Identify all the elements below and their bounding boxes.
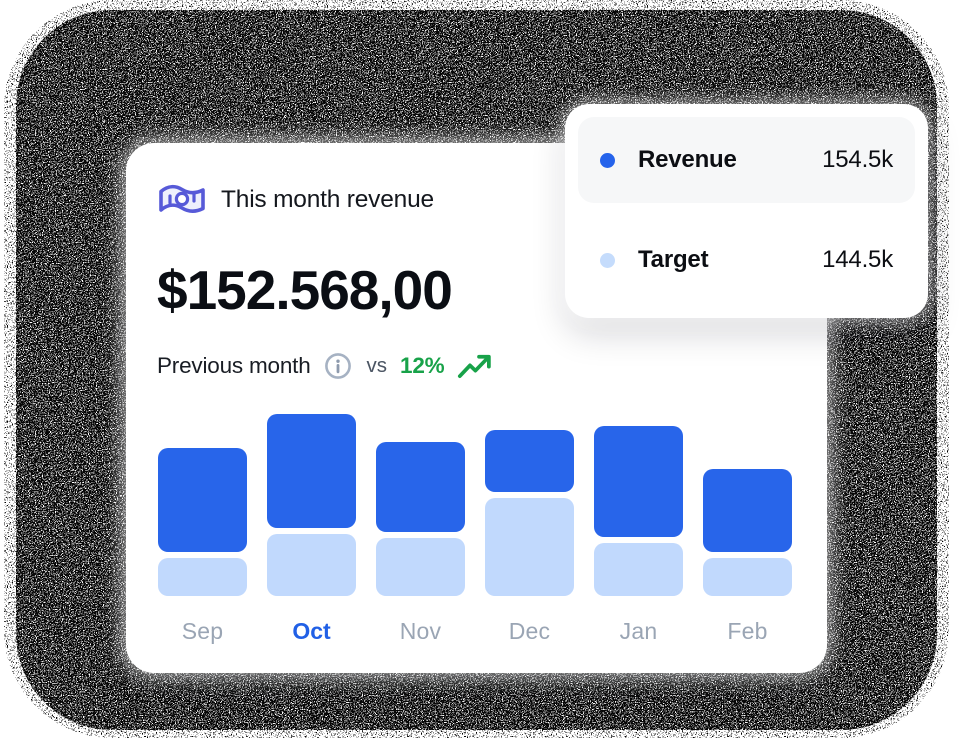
revenue-bar-jan[interactable] [594, 426, 683, 537]
target-bar-nov[interactable] [376, 538, 465, 596]
bar-column-jan [594, 426, 683, 596]
target-bar-sep[interactable] [158, 558, 247, 596]
banknote-icon [159, 184, 205, 213]
revenue-card: This month revenue $152.568,00 Previous … [126, 143, 827, 673]
month-label-oct: Oct [292, 618, 331, 644]
target-label: Target [638, 246, 709, 273]
target-bar-oct[interactable] [267, 534, 356, 596]
vs-label: vs [366, 354, 388, 377]
month-label-sep: Sep [181, 618, 224, 644]
target-dot-icon [600, 252, 615, 268]
bar-column-sep [158, 448, 247, 596]
revenue-value: 154.5k [822, 146, 893, 173]
bar-column-oct [267, 414, 356, 596]
bar-chart [158, 414, 792, 596]
info-icon[interactable] [324, 352, 352, 380]
trend-up-icon [458, 354, 492, 378]
bar-column-feb [703, 469, 792, 596]
month-label-feb: Feb [727, 618, 768, 644]
revenue-bar-dec[interactable] [485, 430, 574, 492]
revenue-bar-feb[interactable] [703, 469, 792, 552]
month-labels: Sep Oct Nov Dec Jan Feb [158, 618, 792, 645]
revenue-bar-oct[interactable] [267, 414, 356, 528]
revenue-bar-nov[interactable] [376, 442, 465, 532]
month-label-jan: Jan [619, 618, 658, 644]
revenue-amount: $152.568,00 [157, 259, 453, 321]
tooltip-row-target: Target 144.5k [578, 217, 915, 303]
target-bar-jan[interactable] [594, 543, 683, 596]
revenue-bar-sep[interactable] [158, 448, 247, 552]
month-label-dec: Dec [508, 618, 551, 644]
tooltip-row-revenue: Revenue 154.5k [578, 117, 915, 203]
comparison-label: Previous month [157, 353, 311, 378]
bar-column-dec [485, 430, 574, 596]
card-header: This month revenue [157, 181, 434, 219]
revenue-label: Revenue [638, 146, 737, 173]
target-value: 144.5k [822, 246, 893, 273]
bar-column-nov [376, 442, 465, 596]
target-bar-dec[interactable] [485, 498, 574, 596]
revenue-dot-icon [600, 152, 615, 168]
comparison-row: Previous month vs 12% [157, 349, 493, 383]
change-percent: 12% [400, 353, 445, 378]
chart-tooltip-card: Revenue 154.5k Target 144.5k [565, 104, 928, 318]
card-title: This month revenue [221, 186, 434, 213]
target-bar-feb[interactable] [703, 558, 792, 596]
month-label-nov: Nov [399, 618, 442, 644]
